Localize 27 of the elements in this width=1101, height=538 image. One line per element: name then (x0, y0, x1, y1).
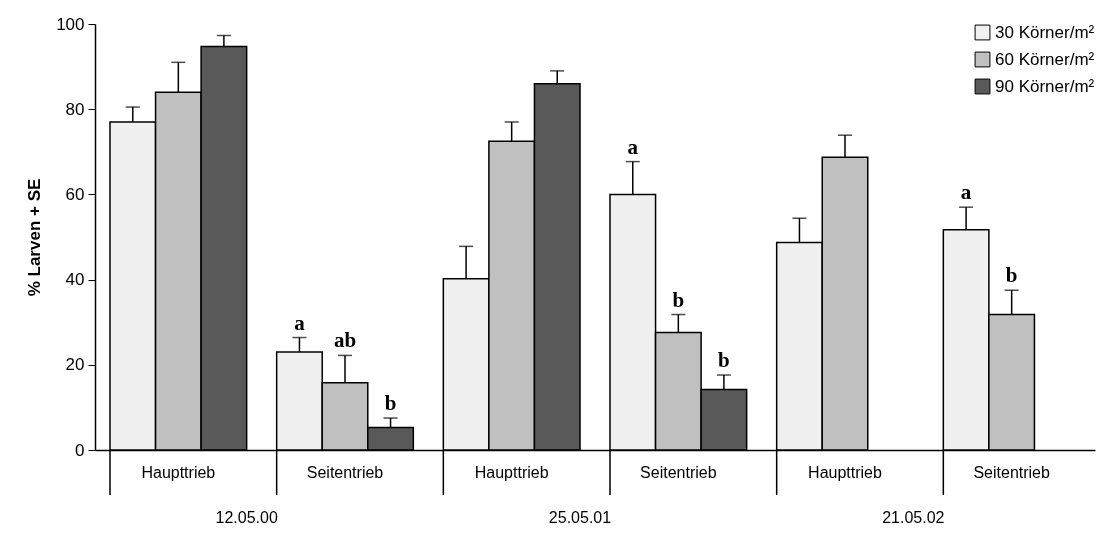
x-tick-label: Haupttrieb (808, 463, 883, 481)
y-tick-label: 0 (75, 440, 85, 460)
legend-label: 30 Körner/m² (995, 22, 1095, 42)
legend-label: 90 Körner/m² (995, 76, 1095, 96)
text: 21.05.02 (882, 509, 945, 526)
y-tick-label: 80 (65, 99, 85, 119)
x-tick-label: Haupttrieb (141, 463, 216, 481)
data-label: a (960, 180, 972, 205)
data-label: a (294, 310, 306, 335)
legend-label: 60 Körner/m² (995, 49, 1095, 69)
x-tick-label: Seitentrieb (640, 463, 717, 481)
y-axis-title: % Larven + SE (25, 178, 45, 297)
x-tick-label: Seitentrieb (973, 463, 1051, 481)
text: 12.05.00 (215, 509, 278, 526)
data-label: b (718, 348, 730, 373)
x-tick-label: Seitentrieb (306, 463, 384, 481)
data-label: b (384, 391, 397, 416)
data-label: a (627, 134, 639, 159)
data-label: b (1005, 263, 1018, 288)
data-label: b (672, 287, 685, 312)
y-tick-label: 40 (65, 270, 85, 290)
y-tick-label: 100 (56, 14, 85, 34)
y-tick-label: 20 (65, 355, 85, 375)
y-tick-label: 60 (65, 184, 85, 204)
text: 25.05.01 (548, 509, 612, 526)
x-tick-label: Haupttrieb (474, 463, 549, 481)
data-label: ab (333, 328, 357, 353)
